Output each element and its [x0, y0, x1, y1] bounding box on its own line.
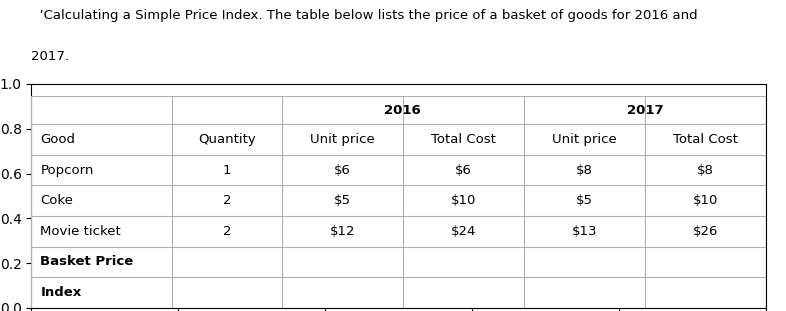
Text: Unit price: Unit price	[310, 133, 375, 146]
Text: $24: $24	[450, 225, 476, 238]
Text: $13: $13	[572, 225, 597, 238]
Text: Movie ticket: Movie ticket	[40, 225, 121, 238]
Text: $12: $12	[329, 225, 355, 238]
Text: Basket Price: Basket Price	[40, 255, 134, 268]
Text: Unit price: Unit price	[553, 133, 617, 146]
Text: $6: $6	[455, 164, 472, 177]
Text: Total Cost: Total Cost	[674, 133, 738, 146]
Text: 2017: 2017	[627, 104, 663, 117]
Text: $6: $6	[334, 164, 351, 177]
Text: $10: $10	[693, 194, 718, 207]
Text: 1: 1	[222, 164, 231, 177]
Text: 2017.: 2017.	[31, 50, 69, 63]
Text: Coke: Coke	[40, 194, 73, 207]
Text: ʼCalculating a Simple Price Index. The table below lists the price of a basket o: ʼCalculating a Simple Price Index. The t…	[31, 9, 698, 22]
Text: Total Cost: Total Cost	[431, 133, 496, 146]
Text: Popcorn: Popcorn	[40, 164, 94, 177]
Text: Good: Good	[40, 133, 75, 146]
Text: 2: 2	[222, 194, 231, 207]
Text: $8: $8	[576, 164, 593, 177]
Text: 2: 2	[222, 225, 231, 238]
Text: 2016: 2016	[384, 104, 421, 117]
Text: $26: $26	[693, 225, 718, 238]
Text: $8: $8	[697, 164, 714, 177]
Text: $5: $5	[334, 194, 351, 207]
Text: Quantity: Quantity	[198, 133, 255, 146]
Text: Index: Index	[40, 286, 82, 299]
Text: $5: $5	[576, 194, 593, 207]
Text: $10: $10	[450, 194, 476, 207]
